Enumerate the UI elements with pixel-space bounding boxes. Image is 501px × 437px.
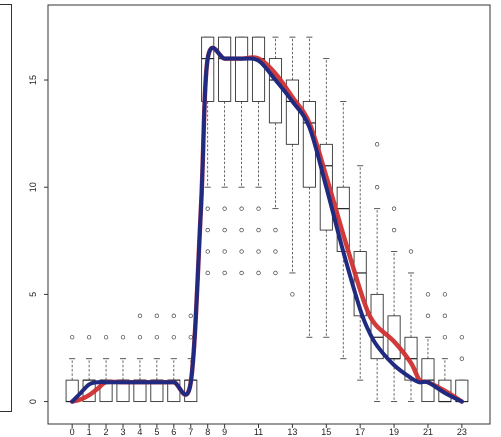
outlier-point bbox=[154, 335, 160, 340]
plot-frame bbox=[47, 4, 491, 425]
x-tick-label: 9 bbox=[222, 427, 227, 437]
outlier-point bbox=[374, 142, 380, 147]
blue-smooth-curve bbox=[70, 46, 464, 404]
box-hour-11 bbox=[251, 36, 266, 276]
outlier-point bbox=[171, 335, 176, 340]
outlier-point bbox=[171, 313, 176, 318]
outlier-point bbox=[86, 335, 92, 340]
outlier-point bbox=[205, 249, 210, 254]
outlier-point bbox=[239, 249, 244, 254]
x-tick-label: 1 bbox=[87, 427, 92, 437]
outlier-point bbox=[391, 206, 397, 211]
box-hour-0 bbox=[65, 335, 79, 403]
box-hour-19 bbox=[387, 206, 401, 403]
outlier-point bbox=[222, 249, 227, 254]
outlier-point bbox=[222, 227, 227, 233]
outlier-point bbox=[256, 227, 261, 233]
outlier-point bbox=[205, 206, 210, 211]
x-tick-label: 2 bbox=[104, 427, 109, 437]
box-body bbox=[251, 36, 266, 102]
y-tick-label: 5 bbox=[28, 292, 38, 297]
box-hour-13 bbox=[285, 36, 299, 297]
outlier-point bbox=[103, 335, 109, 340]
outlier-point bbox=[442, 292, 448, 297]
outlier-point bbox=[408, 249, 414, 254]
outlier-point bbox=[256, 206, 261, 211]
box-body bbox=[235, 36, 249, 102]
outlier-point bbox=[222, 206, 227, 211]
outlier-point bbox=[205, 227, 210, 233]
outlier-point bbox=[239, 206, 244, 211]
x-tick-label: 4 bbox=[137, 427, 142, 437]
box-hour-3 bbox=[116, 335, 130, 403]
outlier-point bbox=[239, 270, 244, 276]
x-tick-label: 6 bbox=[171, 427, 176, 437]
red-smooth-curve bbox=[69, 45, 465, 404]
x-tick-label: 7 bbox=[188, 427, 193, 437]
outlier-point bbox=[70, 335, 75, 340]
outlier-point bbox=[256, 270, 261, 276]
x-tick-label: 0 bbox=[70, 427, 75, 437]
outlier-point bbox=[273, 249, 278, 254]
outlier-point bbox=[374, 185, 380, 190]
x-tick-label: 23 bbox=[457, 427, 467, 437]
y-axis: 0 5 10 15 bbox=[28, 75, 48, 404]
x-tick-label: 11 bbox=[254, 427, 263, 437]
y-tick-label: 10 bbox=[28, 182, 38, 192]
box-hour-23 bbox=[455, 335, 469, 403]
x-tick-label: 13 bbox=[287, 427, 297, 437]
x-tick-label: 15 bbox=[321, 427, 331, 437]
box-hour-14 bbox=[302, 36, 316, 338]
outlier-point bbox=[154, 313, 160, 318]
outlier-point bbox=[442, 313, 448, 318]
outlier-point bbox=[256, 249, 261, 254]
box-hour-22 bbox=[438, 292, 452, 403]
outlier-point bbox=[137, 335, 143, 340]
outlier-point bbox=[459, 356, 464, 361]
adjacent-panel-edge bbox=[0, 4, 12, 412]
y-tick-label: 15 bbox=[28, 75, 38, 85]
box-hour-4 bbox=[133, 313, 147, 403]
box-hour-18 bbox=[370, 142, 384, 403]
outlier-point bbox=[188, 313, 193, 318]
outlier-point bbox=[137, 313, 143, 318]
outlier-point bbox=[188, 335, 193, 340]
x-tick-label: 19 bbox=[389, 427, 399, 437]
box-body bbox=[218, 36, 232, 102]
box-hour-10 bbox=[235, 36, 249, 276]
x-tick-label: 5 bbox=[154, 427, 159, 437]
outlier-point bbox=[222, 270, 227, 276]
outlier-point bbox=[205, 270, 210, 276]
outlier-point bbox=[459, 335, 464, 340]
curves-layer bbox=[69, 45, 465, 404]
outlier-point bbox=[273, 227, 278, 233]
outlier-point bbox=[442, 335, 448, 340]
outlier-point bbox=[425, 292, 431, 297]
outlier-point bbox=[425, 313, 431, 318]
box-hour-2 bbox=[99, 335, 113, 403]
x-tick-label: 3 bbox=[120, 427, 125, 437]
box-hour-5 bbox=[150, 313, 164, 403]
outlier-point bbox=[120, 335, 126, 340]
x-tick-label: 17 bbox=[355, 427, 365, 437]
outlier-point bbox=[273, 270, 278, 276]
x-tick-label: 21 bbox=[423, 427, 433, 437]
box-hour-9 bbox=[218, 36, 232, 276]
y-tick-label: 0 bbox=[28, 399, 38, 404]
outlier-point bbox=[391, 227, 397, 233]
outlier-point bbox=[239, 227, 244, 233]
x-tick-label: 8 bbox=[205, 427, 210, 437]
boxes-layer bbox=[65, 36, 469, 403]
x-axis: 0 1 2 3 4 5 6 7 8 9 11 13 15 17 19 21 23 bbox=[70, 424, 467, 437]
outlier-point bbox=[290, 292, 295, 297]
